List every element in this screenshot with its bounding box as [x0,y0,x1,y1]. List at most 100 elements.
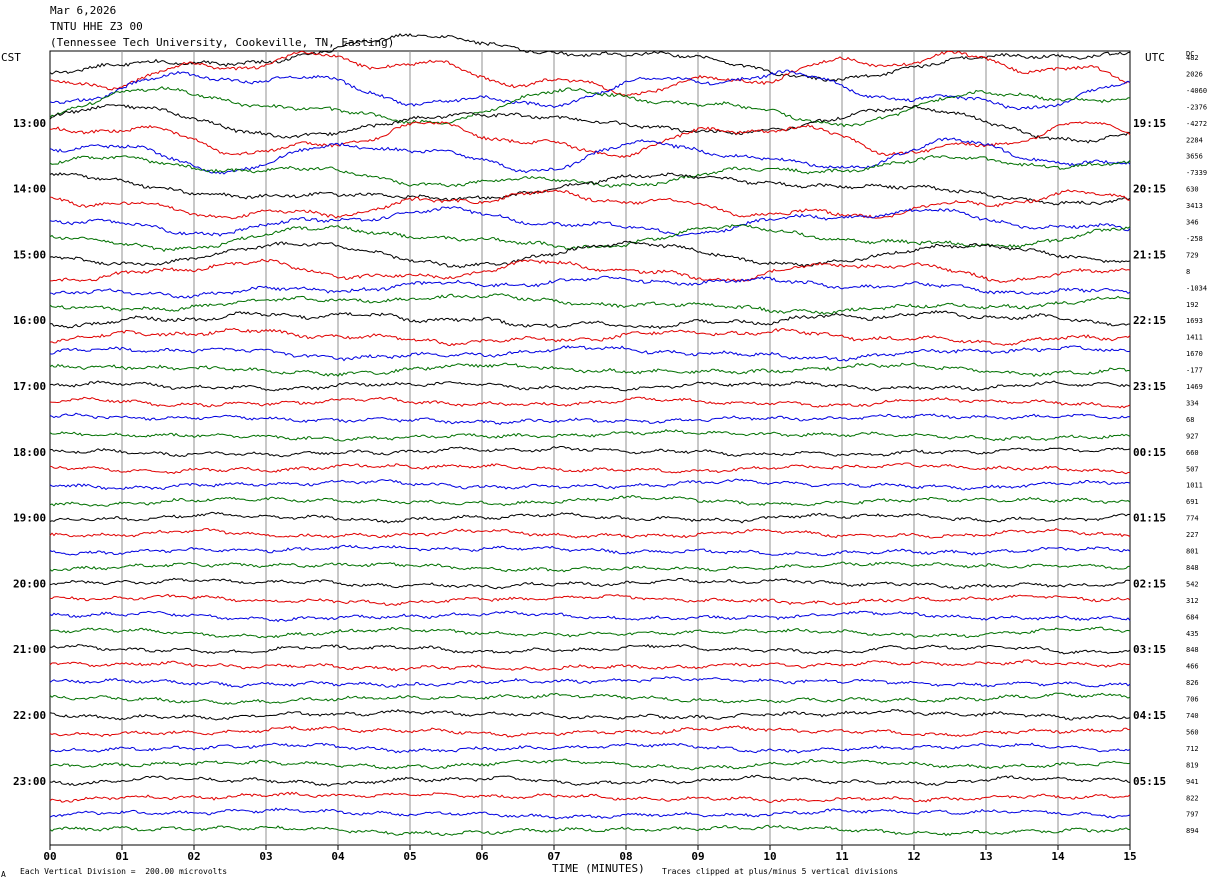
dc-offset-label: -4272 [1186,120,1207,128]
trace-line [49,709,1131,721]
trace-line [49,327,1131,347]
left-hour-label: 14:00 [13,183,46,196]
left-hour-label: 23:00 [13,775,46,788]
x-tick-label: 08 [619,850,632,863]
dc-offset-label: 684 [1186,613,1199,621]
dc-offset-label: 740 [1186,712,1199,720]
dc-offset-label: 346 [1186,219,1199,227]
dc-offset-label: 729 [1186,251,1199,259]
trace-line [49,643,1131,655]
dc-offset-label: -2376 [1186,103,1207,111]
trace-line [49,659,1131,672]
trace-line [49,626,1131,639]
trace-line [49,121,1131,159]
x-tick-label: 12 [907,850,920,863]
dc-offset-label: 68 [1186,416,1194,424]
dc-offset-label: 712 [1186,745,1199,753]
dc-offset-label: 630 [1186,186,1199,194]
dc-offset-label: 192 [1186,301,1199,309]
right-hour-label: 22:15 [1133,314,1166,327]
trace-line [49,593,1131,606]
trace-line [49,774,1131,787]
trace-line [49,544,1131,557]
right-hour-label: 03:15 [1133,643,1166,656]
dc-offset-label: 507 [1186,465,1199,473]
header-date: Mar 6,2026 [50,4,117,17]
trace-line [49,309,1131,330]
x-axis-title: TIME (MINUTES) [552,862,645,875]
x-tick-label: 04 [331,850,345,863]
trace-line [49,258,1131,283]
trace-line [49,742,1131,754]
dc-offset-label: 560 [1186,728,1199,736]
left-hour-label: 22:00 [13,709,46,722]
right-hour-label: 21:15 [1133,248,1166,261]
trace-line [49,345,1131,362]
x-tick-label: 14 [1051,850,1065,863]
dc-offset-label: -1034 [1186,284,1207,292]
trace-line [49,824,1131,837]
x-tick-label: 02 [187,850,200,863]
dc-label: DC [1186,50,1195,58]
left-hour-label: 21:00 [13,643,46,656]
axis-labels: 00 01 02 03 04 05 06 07 08 09 10 11 12 13 14 154822026-… [13,54,1207,863]
dc-offset-label: 8 [1186,268,1190,276]
trace-line [49,189,1131,220]
trace-line [49,275,1131,299]
right-timezone-label: UTC [1145,51,1165,64]
dc-offset-label: 1011 [1186,482,1203,490]
trace-line [49,206,1131,237]
trace-line [49,478,1131,491]
x-tick-label: 11 [835,850,849,863]
right-hour-label: 00:15 [1133,446,1166,459]
scale-note: Each Vertical Division = 200.00 microvol… [20,867,228,876]
dc-offset-label: 542 [1186,580,1199,588]
right-hour-label: 02:15 [1133,577,1166,590]
header-station: TNTU HHE Z3 00 [50,20,143,33]
dc-offset-label: 482 [1186,54,1199,62]
clip-note: Traces clipped at plus/minus 5 vertical … [662,867,899,876]
left-hour-label: 13:00 [13,117,46,130]
dc-offset-label: 894 [1186,827,1199,835]
trace-line [49,692,1131,706]
dc-offset-label: 2026 [1186,70,1203,78]
trace-line [49,610,1131,623]
trace-line [49,137,1131,175]
trace-line [49,396,1131,409]
dc-offset-label: 435 [1186,630,1199,638]
right-hour-label: 01:15 [1133,512,1166,525]
trace-line [49,511,1131,524]
dc-offset-label: 706 [1186,696,1199,704]
trace-line [49,462,1131,475]
header-location: (Tennessee Tech University, Cookeville, … [50,36,395,49]
trace-line [49,446,1131,458]
x-tick-label: 00 [43,850,56,863]
dc-offset-label: 227 [1186,531,1199,539]
dc-offset-label: 1469 [1186,383,1203,391]
trace-line [49,758,1131,771]
dc-offset-label: -4060 [1186,87,1207,95]
trace-line [49,807,1131,820]
dc-offset-label: 1411 [1186,334,1203,342]
dc-offset-label: 774 [1186,515,1199,523]
trace-line [49,791,1131,804]
left-hour-label: 20:00 [13,577,46,590]
left-hour-label: 15:00 [13,248,46,261]
dc-offset-label: 334 [1186,399,1199,407]
dc-offset-label: 1693 [1186,317,1203,325]
trace-line [49,494,1131,507]
left-hour-label: 18:00 [13,446,46,459]
dc-offset-label: 1670 [1186,350,1203,358]
dc-offset-label: 819 [1186,761,1199,769]
dc-offset-label: 826 [1186,679,1199,687]
trace-line [49,362,1131,378]
left-timezone-label: CST [1,51,21,64]
trace-line [49,380,1131,392]
dc-offset-label: 691 [1186,498,1199,506]
corner-mark: A [1,870,6,879]
trace-line [49,69,1131,111]
trace-line [49,528,1131,539]
dc-offset-label: -177 [1186,367,1203,375]
trace-line [49,240,1131,269]
right-hour-label: 19:15 [1133,117,1166,130]
